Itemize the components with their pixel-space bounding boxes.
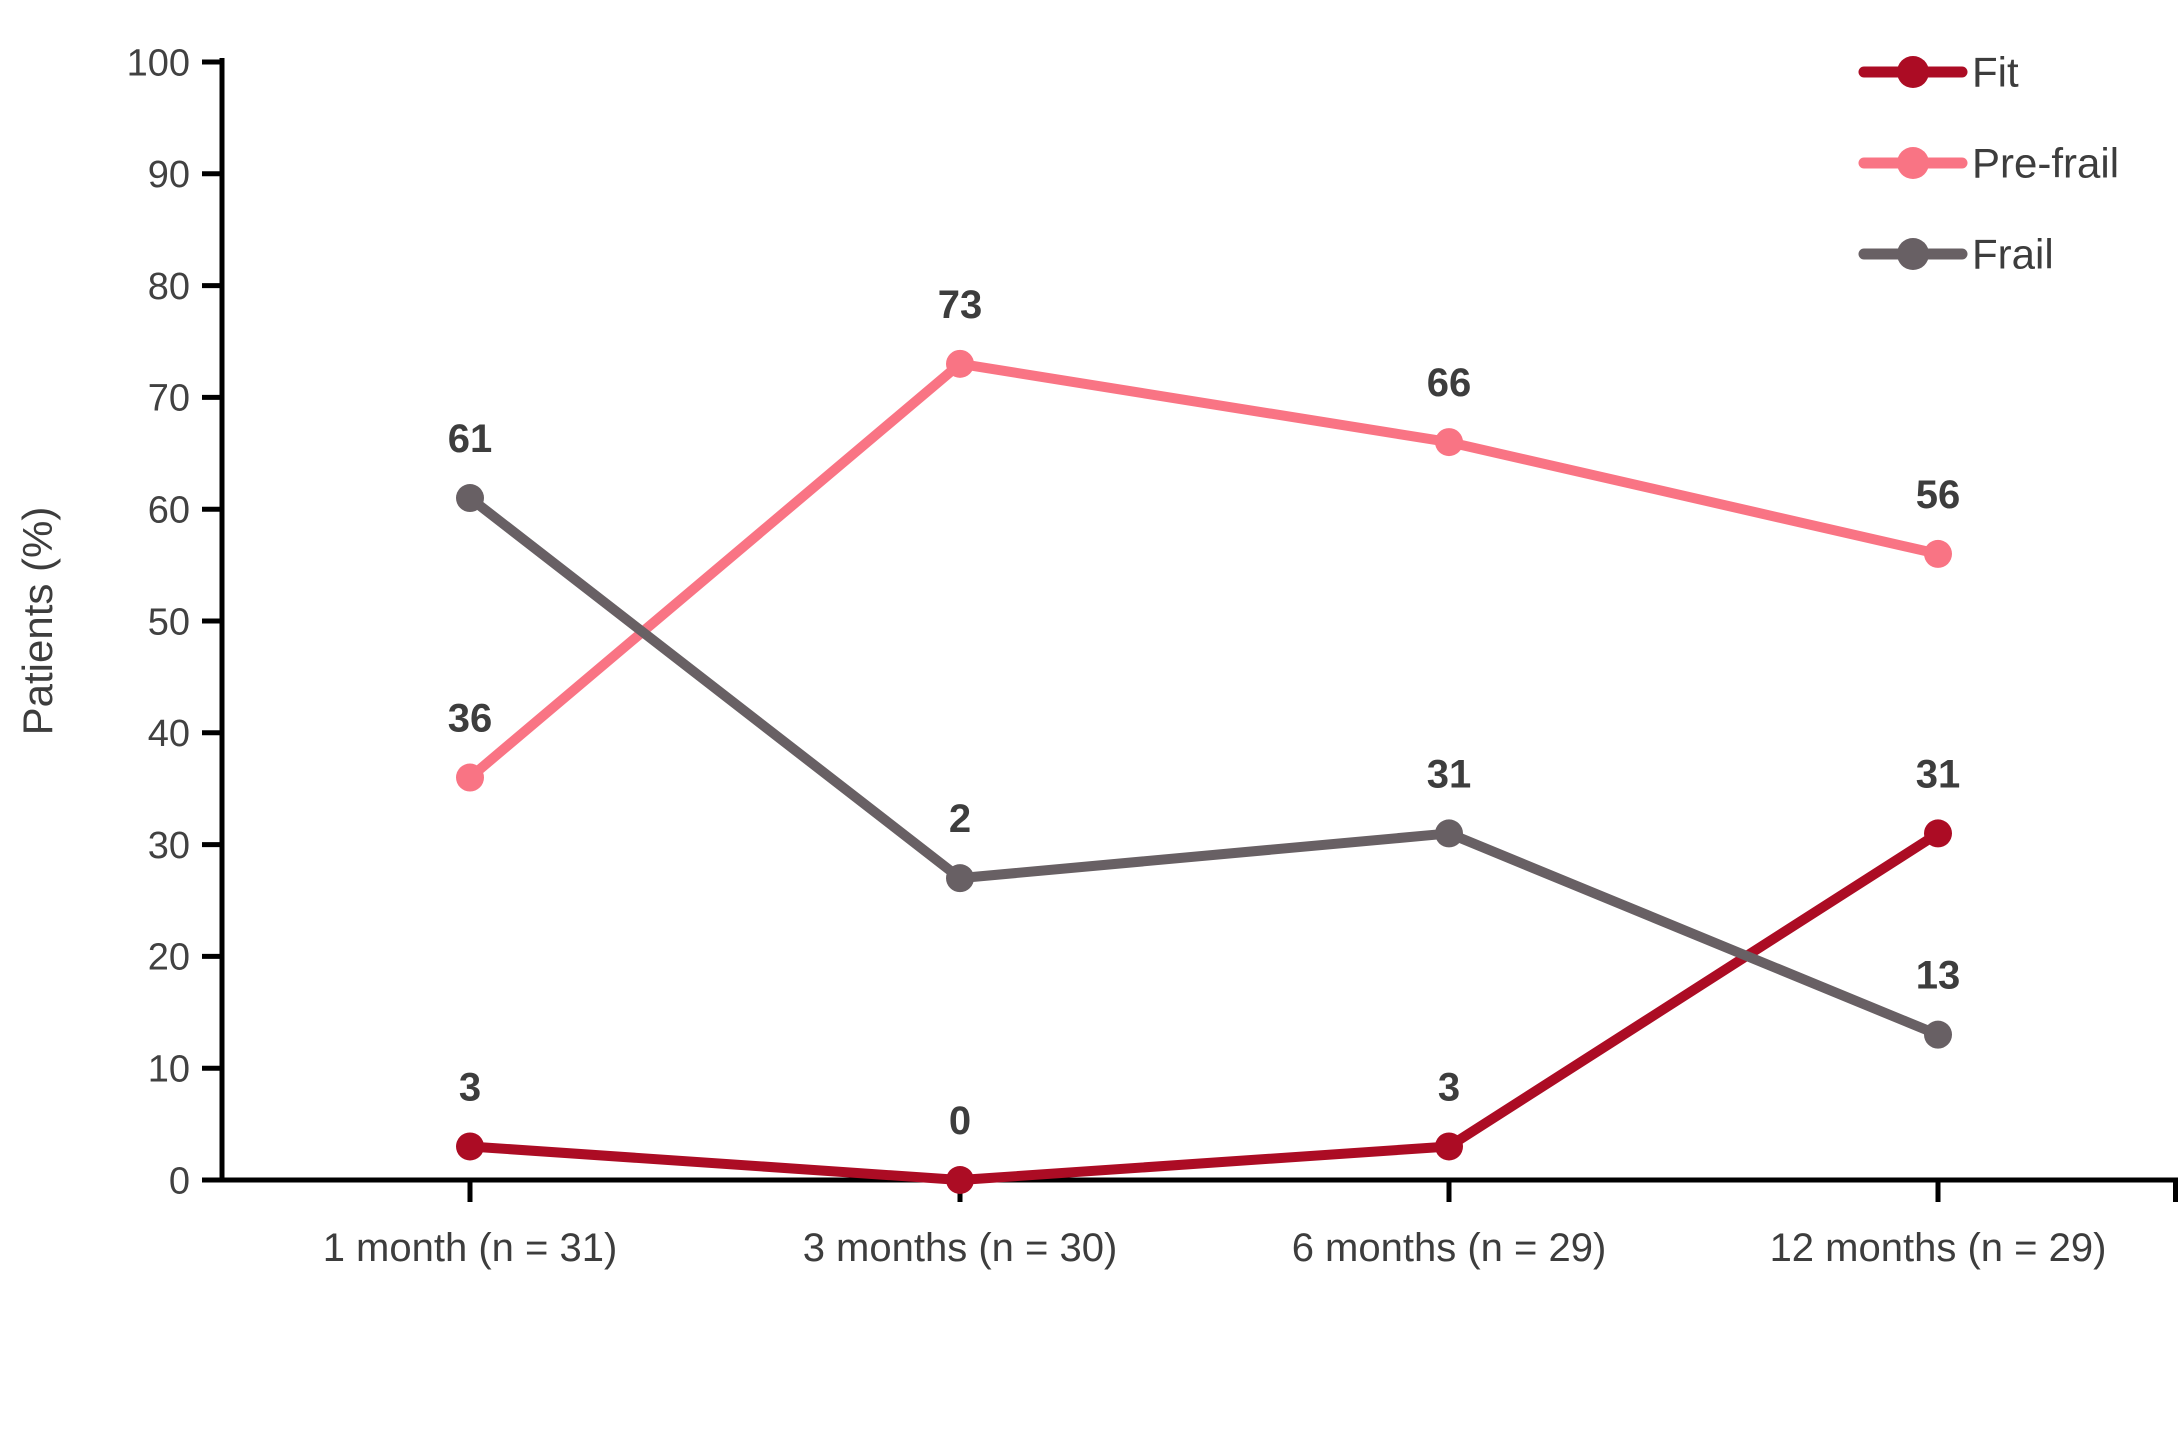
data-point-frail-1 — [456, 484, 484, 513]
data-labels-layer: 3 0 3 31 36 73 66 56 61 2 31 13 — [448, 283, 1961, 1143]
data-label-fit-1: 3 — [459, 1065, 481, 1109]
x-tick-label: 1 month (n = 31) — [323, 1226, 618, 1270]
data-point-fit-3 — [1435, 1132, 1463, 1161]
legend-label-fit: Fit — [1972, 49, 2019, 96]
data-point-fit-1 — [456, 1132, 484, 1161]
data-label-pre-frail-3: 66 — [1427, 361, 1472, 405]
y-tick-label: 70 — [148, 378, 190, 420]
y-tick-label: 30 — [148, 825, 190, 867]
legend-label-pre-frail: Pre-frail — [1972, 140, 2119, 187]
data-label-pre-frail-1: 36 — [448, 697, 493, 741]
y-tick-label: 100 — [127, 42, 190, 84]
y-tick-label: 50 — [148, 601, 190, 643]
legend-marker-pre-frail — [1897, 147, 1929, 179]
y-tick-label: 60 — [148, 490, 190, 532]
data-label-frail-2: 2 — [949, 797, 971, 841]
legend: Fit Pre-frail Frail — [1858, 49, 2119, 278]
data-point-pre-frail-3 — [1435, 428, 1463, 457]
data-point-pre-frail-2 — [946, 349, 974, 378]
data-label-fit-2: 0 — [949, 1099, 971, 1143]
series-line-frail — [465, 493, 1943, 1040]
y-axis-title: Patients (%) — [14, 507, 61, 736]
x-tick-label: 3 months (n = 30) — [803, 1226, 1118, 1270]
data-point-pre-frail-1 — [456, 763, 484, 792]
y-tick-label: 0 — [169, 1160, 190, 1202]
x-tick-label: 6 months (n = 29) — [1292, 1226, 1607, 1270]
data-label-frail-3: 31 — [1427, 752, 1472, 796]
legend-marker-frail — [1897, 238, 1929, 270]
legend-item-pre-frail: Pre-frail — [1858, 140, 2119, 187]
data-point-frail-2 — [946, 864, 974, 893]
y-tick-label: 40 — [148, 713, 190, 755]
x-tick-label: 12 months (n = 29) — [1770, 1226, 2107, 1270]
data-label-fit-4: 31 — [1916, 752, 1961, 796]
legend-item-fit: Fit — [1858, 49, 2019, 96]
y-tick-label: 80 — [148, 266, 190, 308]
data-point-fit-4 — [1924, 819, 1952, 848]
y-tick-label: 10 — [148, 1049, 190, 1091]
data-label-pre-frail-2: 73 — [938, 283, 983, 327]
legend-marker-fit — [1897, 56, 1929, 88]
legend-label-frail: Frail — [1972, 231, 2054, 278]
legend-item-frail: Frail — [1858, 231, 2054, 278]
data-point-frail-3 — [1435, 819, 1463, 848]
data-label-frail-1: 61 — [448, 417, 493, 461]
y-tick-label: 20 — [148, 937, 190, 979]
series-line-pre-frail — [465, 358, 1943, 783]
data-label-fit-3: 3 — [1438, 1065, 1460, 1109]
data-label-frail-4: 13 — [1916, 954, 1961, 998]
series-layer — [456, 349, 1952, 1194]
data-point-fit-2 — [946, 1166, 974, 1194]
series-line-fit — [465, 828, 1943, 1185]
y-tick-label: 90 — [148, 154, 190, 196]
data-point-frail-4 — [1924, 1020, 1952, 1049]
data-label-pre-frail-4: 56 — [1916, 473, 1961, 517]
data-point-pre-frail-4 — [1924, 539, 1952, 568]
